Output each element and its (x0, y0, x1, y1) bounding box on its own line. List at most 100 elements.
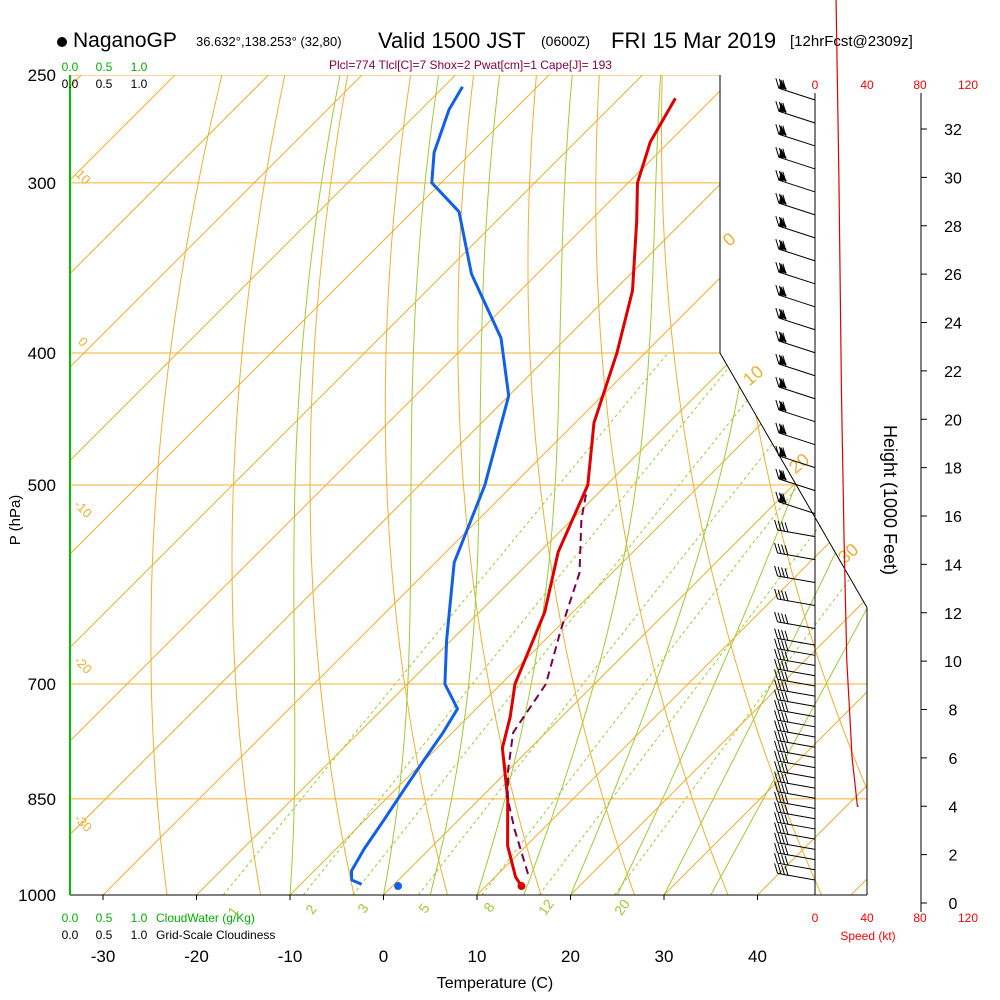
wind-barb-staff (777, 621, 816, 630)
cloud-water-tick-top: 0.0 (62, 60, 79, 74)
wind-barb-staff (777, 678, 816, 687)
wind-barb-feather (775, 101, 780, 112)
wind-barb-feather (775, 330, 780, 342)
height-tick-label: 20 (944, 412, 962, 429)
pressure-tick-label: 700 (28, 675, 56, 694)
valid-date: FRI 15 Mar 2019 (611, 28, 777, 53)
mixing-ratio-line (222, 352, 669, 895)
mixing-ratio-label: 20 (611, 896, 633, 918)
wind-barb-feather (775, 147, 780, 158)
wind-barb-staff (777, 729, 816, 738)
speed-tick-label-top: 80 (913, 78, 927, 92)
wind-barb-pennant (778, 332, 787, 343)
wind-barb-feather (781, 629, 786, 641)
wind-barb-feather (774, 628, 779, 639)
moist-adiabat-line (710, 75, 867, 895)
wind-barb-feather (781, 613, 786, 624)
speed-tick-label-bottom: 0 (812, 911, 819, 925)
height-tick-label: 12 (944, 606, 962, 623)
wind-barb-feather (781, 752, 786, 763)
wind-barb-staff (777, 760, 816, 769)
wind-barb-staff (778, 271, 816, 285)
wind-barb-feather (777, 843, 782, 854)
wind-barb-feather (775, 468, 780, 480)
cloud-water-tick-bottom: 1.0 (131, 911, 148, 925)
wind-barb-feather (777, 721, 782, 732)
wind-barb-staff (778, 478, 816, 492)
cloudiness-tick-top: 1.0 (131, 77, 148, 91)
wind-barb-staff (777, 689, 816, 697)
wind-barb-feather (775, 445, 780, 457)
wind-barb-feather (775, 261, 780, 273)
wind-barb-feather (784, 743, 789, 754)
wind-barb-pennant (778, 217, 787, 228)
mixing-ratio-label: 3 (354, 900, 372, 916)
wind-barb-pennant (778, 102, 787, 113)
isotherm-label: -20 (71, 653, 95, 677)
wind-barb-feather (781, 567, 786, 578)
wind-barb-feather (777, 751, 782, 763)
chart-background-lines (70, 75, 867, 895)
wind-barb-staff (777, 780, 816, 789)
forecast-info: [12hrFcst@2309z] (790, 33, 913, 50)
wind-barb-feather (775, 170, 780, 181)
wind-barb-staff (777, 770, 816, 779)
wind-barb-feather (777, 639, 782, 650)
speed-tick-label-top: 40 (860, 78, 874, 92)
dry-adiabat-line (457, 75, 542, 895)
wind-barb-feather (781, 783, 786, 794)
temperature-tick-label: 30 (655, 947, 674, 966)
speed-tick-label-bottom: 80 (913, 911, 927, 925)
wind-barb-staff (777, 529, 816, 538)
temperature-tick-label: -30 (91, 947, 116, 966)
wind-barb-feather (784, 835, 789, 846)
height-tick-label: 10 (944, 654, 962, 671)
wind-barb-feather (775, 491, 780, 503)
wind-barb-feather (784, 753, 789, 764)
wind-barb-feather (781, 803, 786, 814)
wind-barb-staff (777, 658, 816, 667)
wind-barb-feather (777, 700, 782, 711)
wind-barb-feather (781, 844, 786, 855)
stability-indices: Plcl=774 Tlcl[C]=7 Shox=2 Pwat[cm]=1 Cap… (329, 58, 612, 72)
wind-barb-feather (781, 650, 786, 661)
wind-barb-feather (781, 521, 786, 532)
wind-barb-feather (777, 670, 782, 681)
wind-barb-pennant (778, 355, 787, 366)
wind-barb-feather (784, 763, 789, 774)
wind-barb-feather (774, 710, 779, 721)
wind-barb-feather (775, 284, 780, 296)
wind-barb-staff (777, 699, 816, 707)
wind-barb-feather (774, 832, 779, 843)
wind-barb-staff (777, 575, 816, 584)
wind-barb-feather (784, 794, 789, 805)
isotherm-line (70, 75, 456, 895)
wind-barb-pennant (778, 171, 787, 182)
wind-barb-feather (784, 732, 789, 744)
isotherm-line (663, 75, 867, 895)
height-tick-label: 0 (949, 896, 958, 913)
wind-barb-feather (784, 855, 789, 866)
isotherm-label: -10 (71, 497, 95, 521)
wind-barb-pennant (778, 446, 787, 457)
temperature-tick-label: 10 (468, 947, 487, 966)
title-bar: NaganoGP 36.632°,138.253° (32,80) Valid … (0, 0, 1000, 72)
wind-barb-feather (777, 761, 782, 773)
wind-barb-feather (774, 812, 779, 823)
mixing-ratio-label: 5 (415, 900, 433, 916)
wind-barb-feather (781, 813, 786, 825)
wind-barb-feather (774, 679, 779, 690)
wind-barb-feather (777, 589, 782, 600)
wind-barb-staff (777, 842, 816, 850)
wind-barb-feather (777, 731, 782, 742)
wind-barb-feather (775, 193, 780, 204)
wind-barb-staff (777, 862, 816, 871)
isotherm-line (70, 75, 269, 895)
mixing-ratio-label: 12 (535, 896, 557, 918)
mixing-ratio-line (352, 352, 786, 895)
cloudiness-tick-top: 0.5 (96, 77, 113, 91)
wind-barb-pennant (778, 377, 787, 388)
wind-barb-feather (774, 699, 779, 711)
wind-barb-staff (778, 110, 816, 124)
